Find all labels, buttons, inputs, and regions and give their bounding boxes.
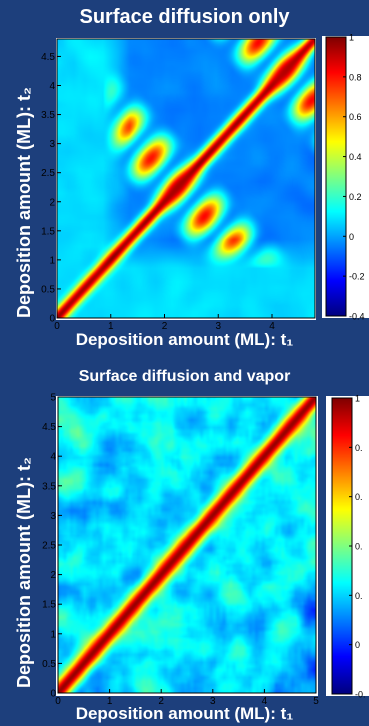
y-tick-label: 4 xyxy=(49,81,55,92)
x-tick-label: 2 xyxy=(158,696,164,707)
colorbar-tick-label: 0. xyxy=(355,591,363,601)
y-tick-label: 2.5 xyxy=(42,541,56,552)
chart-panel-top: Surface diffusion only 0 1 2 3 4 0 0.5 1 1.5 2 2.5… xyxy=(0,0,369,360)
colorbar-tick-label: 0. xyxy=(355,492,363,502)
x-tick-label: 3 xyxy=(210,696,216,707)
x-tick-label: 4 xyxy=(269,321,275,332)
colorbar-tick-label: 1 xyxy=(355,394,360,404)
y-tick-label: 3 xyxy=(49,139,55,150)
y-tick-label: 4.5 xyxy=(41,52,55,63)
y-tick-label: 0 xyxy=(49,314,55,325)
colorbar-tick-label: 0.4 xyxy=(349,152,362,162)
colorbar-tick-label: 0.8 xyxy=(349,72,362,82)
y-tick-label: 3.5 xyxy=(41,110,55,121)
x-tick-label: 2 xyxy=(162,321,168,332)
colorbar-tick-label: 0 xyxy=(355,640,360,650)
colorbar-tick-label: 0.2 xyxy=(349,192,362,202)
y-tick-label: 0 xyxy=(50,689,56,700)
x-axis-label: Deposition amount (ML): t₁ xyxy=(75,330,294,349)
colorbar-tick-label: -0.4 xyxy=(349,312,365,322)
heatmap-image xyxy=(58,397,316,693)
colorbar-tick-label: -0.2 xyxy=(349,272,365,282)
x-tick-label: 1 xyxy=(108,321,114,332)
y-tick-label: 4 xyxy=(50,452,56,463)
y-tick-label: 0.5 xyxy=(42,659,56,670)
colorbar xyxy=(326,37,346,316)
heatmap-image xyxy=(57,39,315,318)
plot-border xyxy=(57,396,317,694)
colorbar-tick-label: 0.6 xyxy=(349,112,362,122)
x-tick-label: 5 xyxy=(313,696,319,707)
x-tick-label: 0 xyxy=(55,696,61,707)
colorbar-tick-label: 0 xyxy=(349,232,354,242)
y-tick-label: 1 xyxy=(50,629,56,640)
y-tick-label: 3 xyxy=(50,511,56,522)
y-axis-label: Deposition amount (ML): t₂ xyxy=(14,457,34,688)
y-tick-label: 3.5 xyxy=(42,481,56,492)
y-tick-label: 2 xyxy=(50,570,56,581)
x-tick-label: 3 xyxy=(215,321,221,332)
y-tick-label: 1 xyxy=(49,255,55,266)
x-tick-label: 1 xyxy=(107,696,113,707)
colorbar-border xyxy=(325,36,347,317)
y-tick-label: 1.5 xyxy=(42,600,56,611)
colorbar-tick-label: -0. xyxy=(355,690,366,700)
chart-title: Surface diffusion and vapor xyxy=(78,368,291,385)
y-tick-label: 2.5 xyxy=(41,168,55,179)
y-tick-label: 2 xyxy=(49,197,55,208)
x-tick-label: 4 xyxy=(262,696,268,707)
chart-panel-bottom: Surface diffusion and vapor 0 1 2 3 4 5 0 0.5 1 1… xyxy=(0,366,369,726)
colorbar xyxy=(332,398,352,694)
y-tick-label: 0.5 xyxy=(41,284,55,295)
axes: 0 1 2 3 4 0 0.5 1 1.5 2 2.5 3 3.5 4 4.5 1 0.8 0.6 0.4 0.2 0 -… xyxy=(41,33,365,333)
x-axis-label: Deposition amount (ML): t₁ xyxy=(75,704,294,723)
y-tick-label: 4.5 xyxy=(42,422,56,433)
axes: 0 1 2 3 4 5 0 0.5 1 1.5 2 2.5 3 3.5 4 4.5 5 1 0. 0. 0. 0. 0 -0. xyxy=(42,393,366,708)
colorbar-tick-label: 0. xyxy=(355,542,363,552)
plot-border xyxy=(56,38,316,319)
y-tick-label: 1.5 xyxy=(41,226,55,237)
y-tick-label: 5 xyxy=(50,393,56,404)
chart-title: Surface diffusion only xyxy=(79,6,290,28)
y-axis-label: Deposition amount (ML): t₂ xyxy=(14,87,34,318)
colorbar-tick-label: 0. xyxy=(355,443,363,453)
colorbar-tick-label: 1 xyxy=(349,33,354,43)
x-tick-label: 0 xyxy=(54,321,60,332)
